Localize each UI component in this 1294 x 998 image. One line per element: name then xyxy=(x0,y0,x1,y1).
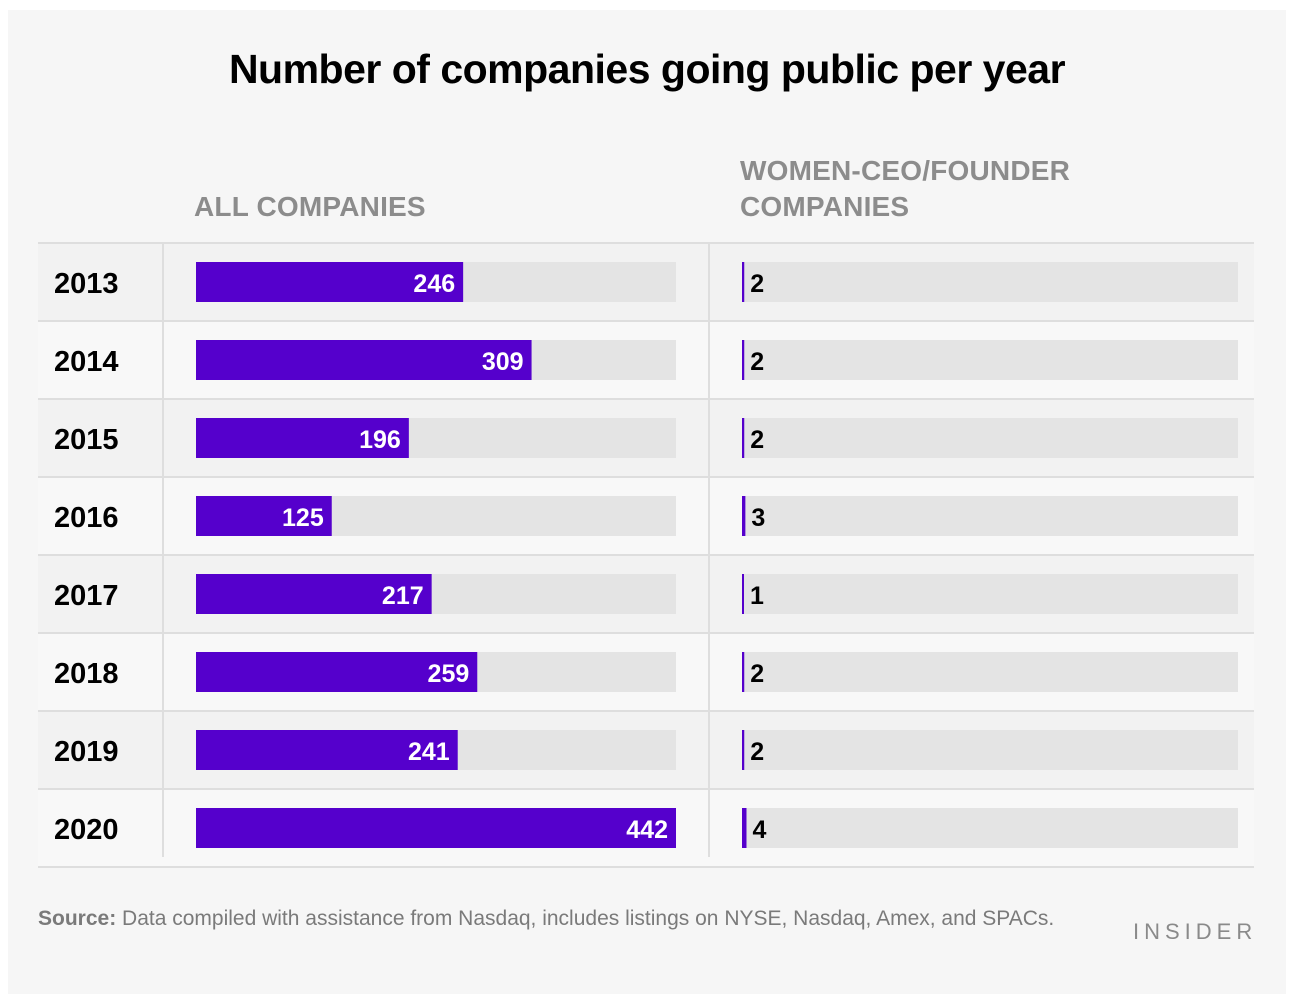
women-founder-bar xyxy=(742,340,745,380)
all-companies-bar xyxy=(196,808,676,848)
all-companies-value-label: 241 xyxy=(408,738,450,766)
women-founder-track xyxy=(742,808,1238,848)
year-label: 2019 xyxy=(54,736,119,768)
all-companies-bar xyxy=(196,418,409,458)
all-companies-value-label: 246 xyxy=(413,270,455,298)
women-founder-bar xyxy=(742,574,744,614)
all-companies-bar xyxy=(196,340,532,380)
year-label: 2014 xyxy=(54,346,119,378)
year-label: 2018 xyxy=(54,658,119,690)
women-founder-track xyxy=(742,340,1238,380)
women-founder-value-label: 2 xyxy=(750,660,764,688)
women-founder-bar xyxy=(742,730,745,770)
all-companies-bar xyxy=(196,262,464,302)
column-header-all-companies: ALL COMPANIES xyxy=(194,191,426,222)
women-founder-bar xyxy=(742,808,747,848)
women-founder-value-label: 4 xyxy=(752,816,766,844)
women-founder-track xyxy=(742,418,1238,458)
women-founder-track xyxy=(742,730,1238,770)
all-companies-value-label: 309 xyxy=(482,348,524,376)
column-header-women-line1: WOMEN-CEO/FOUNDER xyxy=(740,155,1071,186)
year-label: 2017 xyxy=(54,580,119,612)
women-founder-bar xyxy=(742,262,745,302)
women-founder-bar xyxy=(742,496,746,536)
all-companies-value-label: 259 xyxy=(428,660,470,688)
year-label: 2013 xyxy=(54,268,119,300)
all-companies-value-label: 442 xyxy=(626,816,668,844)
source-text: Data compiled with assistance from Nasda… xyxy=(122,907,1055,930)
all-companies-bar xyxy=(196,496,332,536)
all-companies-value-label: 125 xyxy=(282,504,324,532)
women-founder-value-label: 2 xyxy=(750,426,764,454)
year-label: 2016 xyxy=(54,502,119,534)
women-founder-track xyxy=(742,262,1238,302)
women-founder-track xyxy=(742,574,1238,614)
women-founder-track xyxy=(742,496,1238,536)
all-companies-bar xyxy=(196,574,432,614)
column-header-women-line2: COMPANIES xyxy=(740,191,910,222)
all-companies-bar xyxy=(196,652,478,692)
women-founder-value-label: 2 xyxy=(750,348,764,376)
source-note: Source: Data compiled with assistance fr… xyxy=(38,904,1098,933)
all-companies-bar xyxy=(196,730,458,770)
all-companies-value-label: 196 xyxy=(359,426,401,454)
year-label: 2015 xyxy=(54,424,119,456)
women-founder-bar xyxy=(742,418,745,458)
source-label: Source: xyxy=(38,907,117,930)
women-founder-value-label: 2 xyxy=(750,738,764,766)
women-founder-value-label: 3 xyxy=(751,504,765,532)
insider-logo: INSIDER xyxy=(1133,919,1258,944)
women-founder-bar xyxy=(742,652,745,692)
women-founder-value-label: 1 xyxy=(750,582,764,610)
women-founder-track xyxy=(742,652,1238,692)
chart-title: Number of companies going public per yea… xyxy=(228,46,1066,92)
year-label: 2020 xyxy=(54,814,119,846)
all-companies-value-label: 217 xyxy=(382,582,424,610)
women-founder-value-label: 2 xyxy=(750,270,764,298)
